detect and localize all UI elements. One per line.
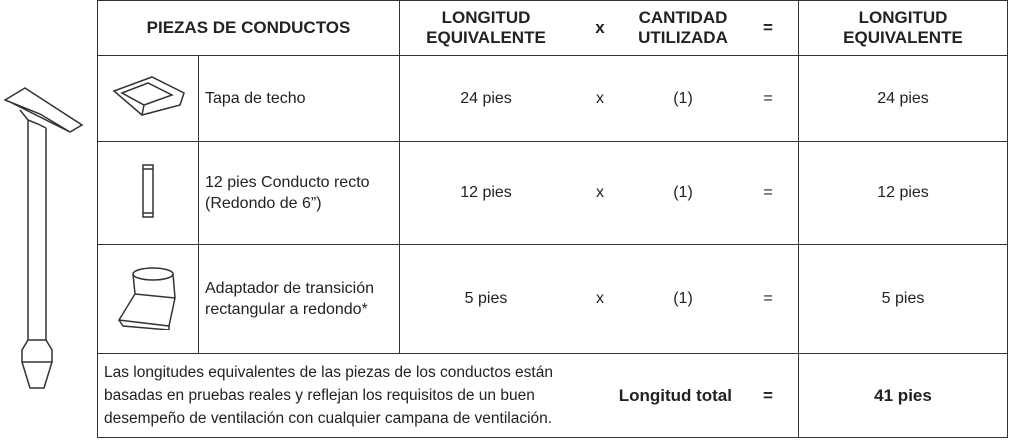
cell: = [738, 141, 799, 245]
footer-row: Las longitudes equivalentes de las pieza… [97, 353, 1008, 438]
icon-cell [97, 141, 199, 245]
row: 12 pies Conducto recto (Redondo de 6”) 1… [97, 141, 1008, 245]
total-value: 41 pies [798, 353, 1008, 438]
header-cell: LONGITUD EQUIVALENTE [399, 0, 572, 56]
icon-cell [97, 55, 199, 142]
piece-name: Tapa de techo [198, 55, 400, 142]
duct-table: PIEZAS DE CONDUCTOS LONGITUD EQUIVALENTE… [97, 0, 1008, 438]
piece-name: Adaptador de transición rectangular a re… [198, 244, 400, 354]
cell: 12 pies [798, 141, 1008, 245]
straight-duct-icon [142, 163, 154, 218]
roof-cap-icon [112, 76, 185, 116]
cell: = [738, 55, 799, 142]
total-label: Longitud total [572, 353, 738, 438]
cell: 12 pies [399, 141, 572, 245]
cell: 24 pies [798, 55, 1008, 142]
transition-adapter-icon [117, 266, 176, 331]
cell: x [572, 55, 628, 142]
footer-note: Las longitudes equivalentes de las pieza… [97, 353, 572, 438]
duct-stack-illustration [3, 87, 84, 389]
cell: (1) [628, 141, 738, 245]
header-cell: LONGITUD EQUIVALENTE [798, 0, 1008, 56]
cell: x [572, 141, 628, 245]
cell: 5 pies [798, 244, 1008, 354]
cell: (1) [628, 244, 738, 354]
header-cell: = [738, 0, 799, 56]
piece-name: 12 pies Conducto recto (Redondo de 6”) [198, 141, 400, 245]
row: Tapa de techo 24 pies x (1) = 24 pies [97, 55, 1008, 142]
cell: = [738, 244, 799, 354]
row: Adaptador de transición rectangular a re… [97, 244, 1008, 354]
header-cell: PIEZAS DE CONDUCTOS [97, 0, 400, 56]
cell: (1) [628, 55, 738, 142]
cell: 5 pies [399, 244, 572, 354]
header-row: PIEZAS DE CONDUCTOS LONGITUD EQUIVALENTE… [97, 0, 1008, 56]
total-operator: = [738, 353, 799, 438]
cell: x [572, 244, 628, 354]
cell: 24 pies [399, 55, 572, 142]
header-cell: CANTIDAD UTILIZADA [628, 0, 738, 56]
header-cell: x [572, 0, 628, 56]
icon-cell [97, 244, 199, 354]
